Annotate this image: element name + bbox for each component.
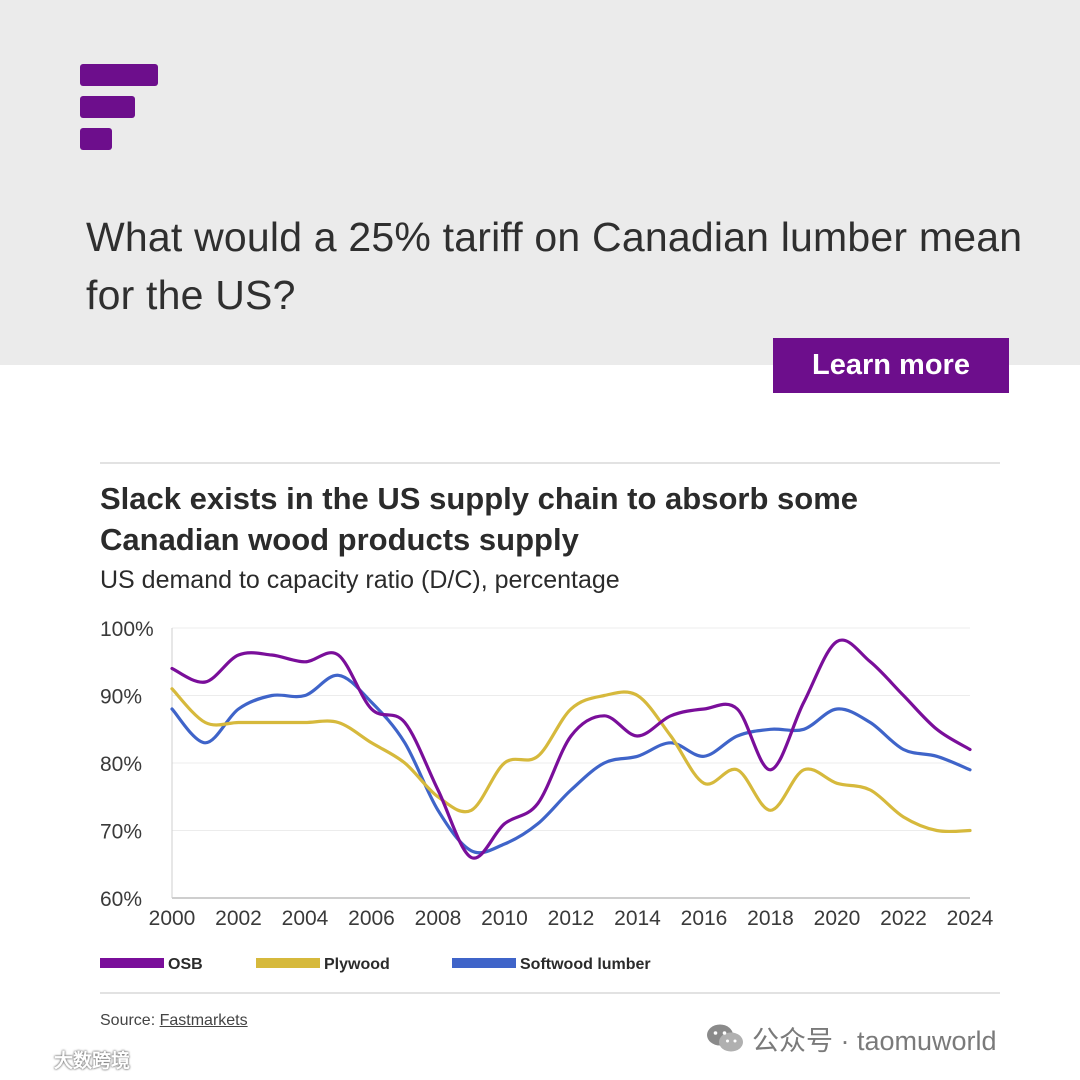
source-link[interactable]: Fastmarkets [159,1012,248,1029]
y-tick-label: 80% [100,753,142,776]
chart-title: Slack exists in the US supply chain to a… [100,481,859,557]
x-tick-label: 2022 [880,907,927,930]
y-axis-ticks: 60% 70% 80% 90% 100% [100,618,154,911]
header-band [0,0,1080,365]
learn-more-button[interactable]: Learn more [773,338,1009,393]
x-tick-label: 2000 [149,907,196,930]
x-tick-label: 2012 [548,907,595,930]
x-tick-label: 2002 [215,907,262,930]
corner-watermark: 大数跨境 [8,1046,130,1073]
legend-label-softwood-lumber: Softwood lumber [520,956,651,973]
loop-logo-icon [9,1051,48,1068]
source-note: Source: Fastmarkets [100,1012,248,1030]
x-tick-label: 2010 [481,907,528,930]
chart-subtitle: US demand to capacity ratio (D/C), perce… [100,566,620,594]
x-tick-label: 2024 [947,907,994,930]
x-axis-ticks: 2000 2002 2004 2006 2008 2010 2012 2014 2016 2018… [149,907,994,930]
x-tick-label: 2008 [415,907,462,930]
y-tick-label: 60% [100,888,142,911]
series-line-softwood-lumber [170,673,972,855]
series-line-osb [170,638,972,860]
x-tick-label: 2006 [348,907,395,930]
fastmarkets-logo-icon [80,64,160,154]
source-prefix: Source: [100,1012,160,1029]
divider-bottom [100,992,1000,994]
headline: What would a 25% tariff on Canadian lumb… [86,214,1023,318]
x-tick-label: 2018 [747,907,794,930]
x-tick-label: 2004 [282,907,329,930]
x-tick-label: 2014 [614,907,661,930]
corner-watermark-text: 大数跨境 [54,1051,131,1072]
chart-legend: OSB Plywood Softwood lumber [100,956,651,973]
wechat-icon [707,1024,743,1052]
legend-label-osb: OSB [168,956,203,973]
x-tick-label: 2020 [814,907,861,930]
y-tick-label: 70% [100,821,142,844]
legend-label-plywood: Plywood [324,956,390,973]
divider-top [100,462,1000,464]
y-tick-label: 90% [100,686,142,709]
legend-swatch-plywood [256,958,320,968]
x-tick-label: 2016 [681,907,728,930]
chart-grid [171,627,970,899]
series-line-plywood [170,687,972,834]
chart-series [170,638,972,860]
legend-swatch-osb [100,958,164,968]
legend-swatch-softwood-lumber [452,958,516,968]
y-tick-label: 100% [100,618,154,641]
watermark-text: 公众号 · taomuworld [752,1025,997,1056]
wechat-watermark: 公众号 · taomuworld [706,1020,997,1056]
